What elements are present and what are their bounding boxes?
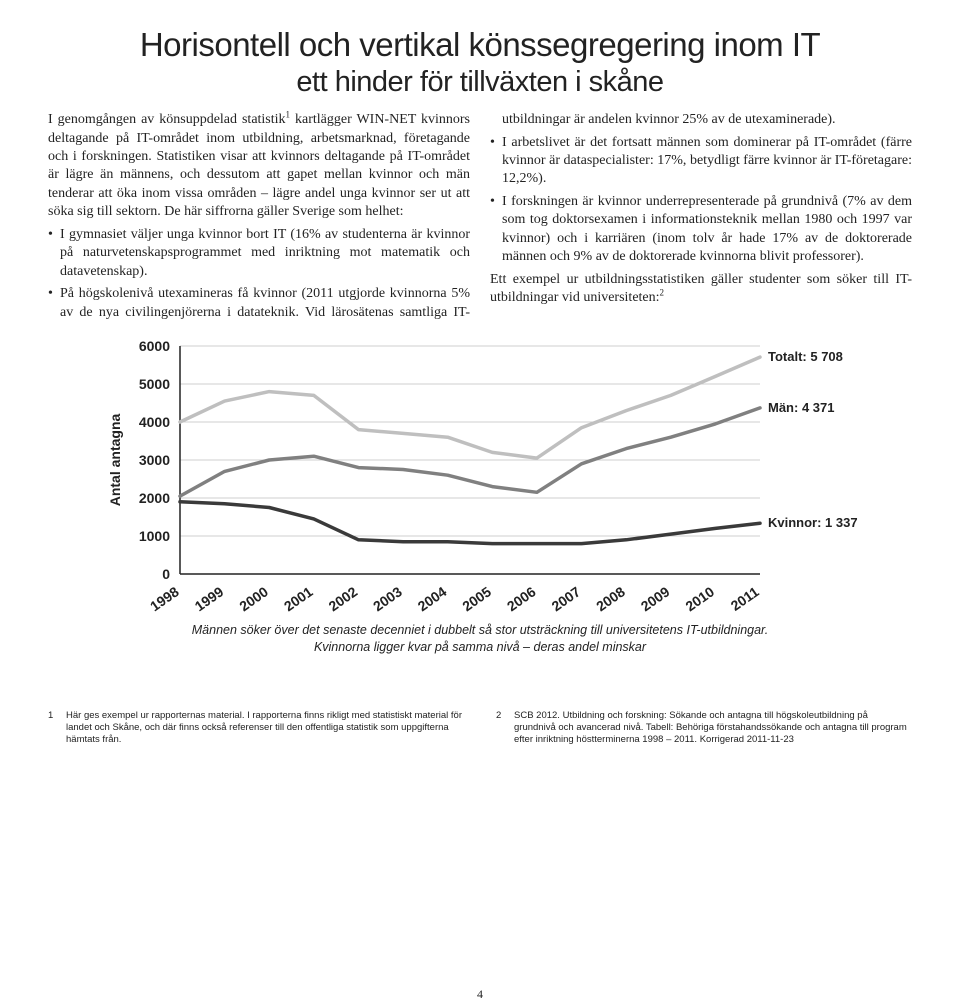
- svg-text:3000: 3000: [139, 452, 170, 468]
- caption-line-2: Kvinnorna ligger kvar på samma nivå – de…: [314, 640, 646, 654]
- list-item: I arbetslivet är det fortsatt männen som…: [490, 134, 912, 189]
- svg-text:Kvinnor: 1 337: Kvinnor: 1 337: [768, 515, 858, 530]
- svg-text:0: 0: [162, 566, 170, 582]
- svg-text:2004: 2004: [415, 583, 450, 614]
- footnote-ref-2: 2: [660, 288, 665, 298]
- svg-text:2008: 2008: [593, 583, 628, 614]
- footnote-col-left: 1 Här ges exempel ur rapporternas materi…: [48, 710, 464, 746]
- svg-text:1000: 1000: [139, 528, 170, 544]
- svg-text:4000: 4000: [139, 414, 170, 430]
- svg-text:2003: 2003: [370, 583, 405, 614]
- svg-text:2011: 2011: [728, 583, 762, 614]
- page-subtitle: ett hinder för tillväxten i skåne: [48, 67, 912, 97]
- svg-text:2002: 2002: [325, 583, 360, 614]
- para1-b: kartlägger WIN-NET kvinnors deltagande p…: [48, 112, 470, 219]
- svg-text:2009: 2009: [638, 583, 673, 614]
- svg-text:6000: 6000: [139, 338, 170, 354]
- svg-text:2000: 2000: [139, 490, 170, 506]
- chart-caption: Männen söker över det senaste decenniet …: [48, 622, 912, 656]
- footnote-1: 1 Här ges exempel ur rapporternas materi…: [48, 710, 464, 746]
- list-item: I gymnasiet väljer unga kvinnor bort IT …: [48, 226, 470, 281]
- page-title: Horisontell och vertikal könssegregering…: [48, 28, 912, 63]
- list-item: I forskningen är kvinnor underrepresente…: [490, 193, 912, 267]
- svg-text:1998: 1998: [147, 583, 182, 614]
- svg-text:Totalt: 5 708: Totalt: 5 708: [768, 349, 843, 364]
- footnote-col-right: 2 SCB 2012. Utbildning och forskning: Sö…: [496, 710, 912, 746]
- svg-text:1999: 1999: [192, 583, 227, 614]
- body-paragraph: I genomgången av könsuppdelad statistik1…: [48, 111, 470, 222]
- page-number: 4: [0, 987, 960, 1002]
- footnote-num: 2: [496, 710, 506, 746]
- footnote-text: SCB 2012. Utbildning och forskning: Söka…: [514, 710, 912, 746]
- footnotes: 1 Här ges exempel ur rapporternas materi…: [48, 710, 912, 746]
- svg-text:2005: 2005: [459, 583, 494, 614]
- body-paragraph-2: Ett exempel ur utbildningsstatistiken gä…: [490, 271, 912, 308]
- footnote-2: 2 SCB 2012. Utbildning och forskning: Sö…: [496, 710, 912, 746]
- svg-text:Män: 4 371: Män: 4 371: [768, 400, 834, 415]
- line-chart: 0 1000 2000 3000 4000 5000 6000 Antal antagna 19…: [100, 336, 860, 616]
- svg-text:2007: 2007: [549, 583, 584, 614]
- footnote-text: Här ges exempel ur rapporternas material…: [66, 710, 464, 746]
- caption-line-1: Männen söker över det senaste decenniet …: [192, 623, 768, 637]
- body-columns: I genomgången av könsuppdelad statistik1…: [48, 111, 912, 322]
- svg-text:5000: 5000: [139, 376, 170, 392]
- svg-text:2000: 2000: [236, 583, 271, 614]
- svg-text:2001: 2001: [281, 583, 316, 614]
- svg-text:2010: 2010: [682, 583, 717, 614]
- footnote-num: 1: [48, 710, 58, 746]
- para1-a: I genomgången av könsuppdelad statistik: [48, 112, 286, 127]
- svg-text:2006: 2006: [504, 583, 539, 614]
- chart-container: 0 1000 2000 3000 4000 5000 6000 Antal antagna 19…: [48, 336, 912, 656]
- para2-a: Ett exempel ur utbildningsstatistiken gä…: [490, 272, 912, 305]
- svg-text:Antal antagna: Antal antagna: [107, 414, 123, 507]
